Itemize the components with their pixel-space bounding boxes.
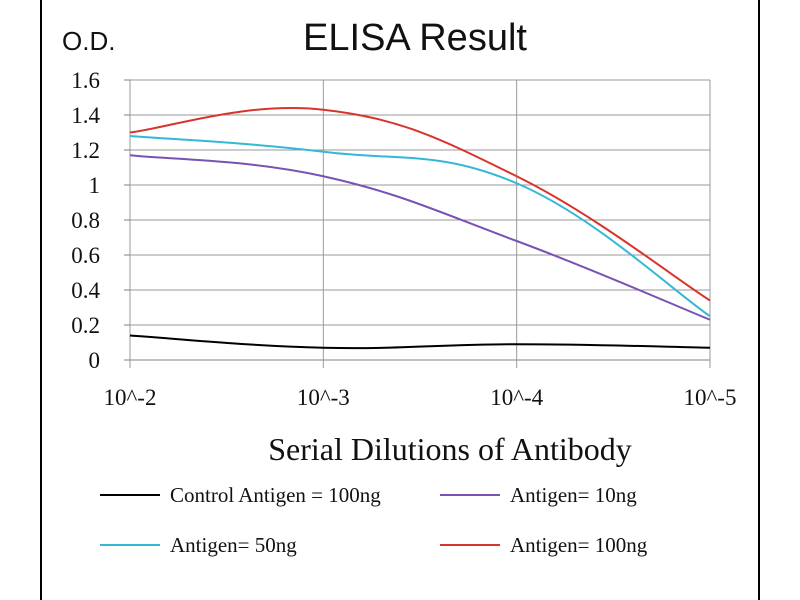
y-tick-labels: 0 0.2 0.4 0.6 0.8 1 1.2 1.4 1.6 bbox=[71, 68, 100, 373]
series-line-0 bbox=[129, 334, 711, 350]
series-lines bbox=[129, 107, 711, 350]
y-tick-label: 0 bbox=[89, 348, 101, 373]
legend-label-0: Control Antigen = 100ng bbox=[170, 483, 381, 507]
series-line-1 bbox=[129, 154, 711, 321]
y-tick-label: 0.2 bbox=[71, 313, 100, 338]
legend: Control Antigen = 100ng Antigen= 10ng Anti… bbox=[100, 483, 648, 557]
y-tick-label: 1 bbox=[89, 173, 101, 198]
x-tick-label: 10^-2 bbox=[104, 385, 157, 410]
y-tick-label: 1.4 bbox=[71, 103, 100, 128]
chart-frame bbox=[40, 0, 760, 600]
series-line-2 bbox=[129, 135, 711, 318]
x-tick-labels: 10^-2 10^-3 10^-4 10^-5 bbox=[104, 385, 737, 410]
y-tick-label: 1.2 bbox=[71, 138, 100, 163]
y-tick-label: 0.4 bbox=[71, 278, 100, 303]
y-tick-label: 1.6 bbox=[71, 68, 100, 93]
y-axis-label: O.D. bbox=[62, 26, 115, 56]
x-tick-label: 10^-5 bbox=[684, 385, 737, 410]
series-line-3 bbox=[129, 107, 711, 302]
legend-label-1: Antigen= 10ng bbox=[510, 483, 637, 507]
y-tick-label: 0.6 bbox=[71, 243, 100, 268]
chart-title: ELISA Result bbox=[303, 17, 527, 59]
x-tick-label: 10^-3 bbox=[297, 385, 350, 410]
x-tick-label: 10^-4 bbox=[490, 385, 543, 410]
legend-label-3: Antigen= 100ng bbox=[510, 533, 648, 557]
y-tick-label: 0.8 bbox=[71, 208, 100, 233]
legend-label-2: Antigen= 50ng bbox=[170, 533, 297, 557]
grid-lines bbox=[124, 79, 711, 368]
x-axis-label: Serial Dilutions of Antibody bbox=[268, 431, 632, 467]
